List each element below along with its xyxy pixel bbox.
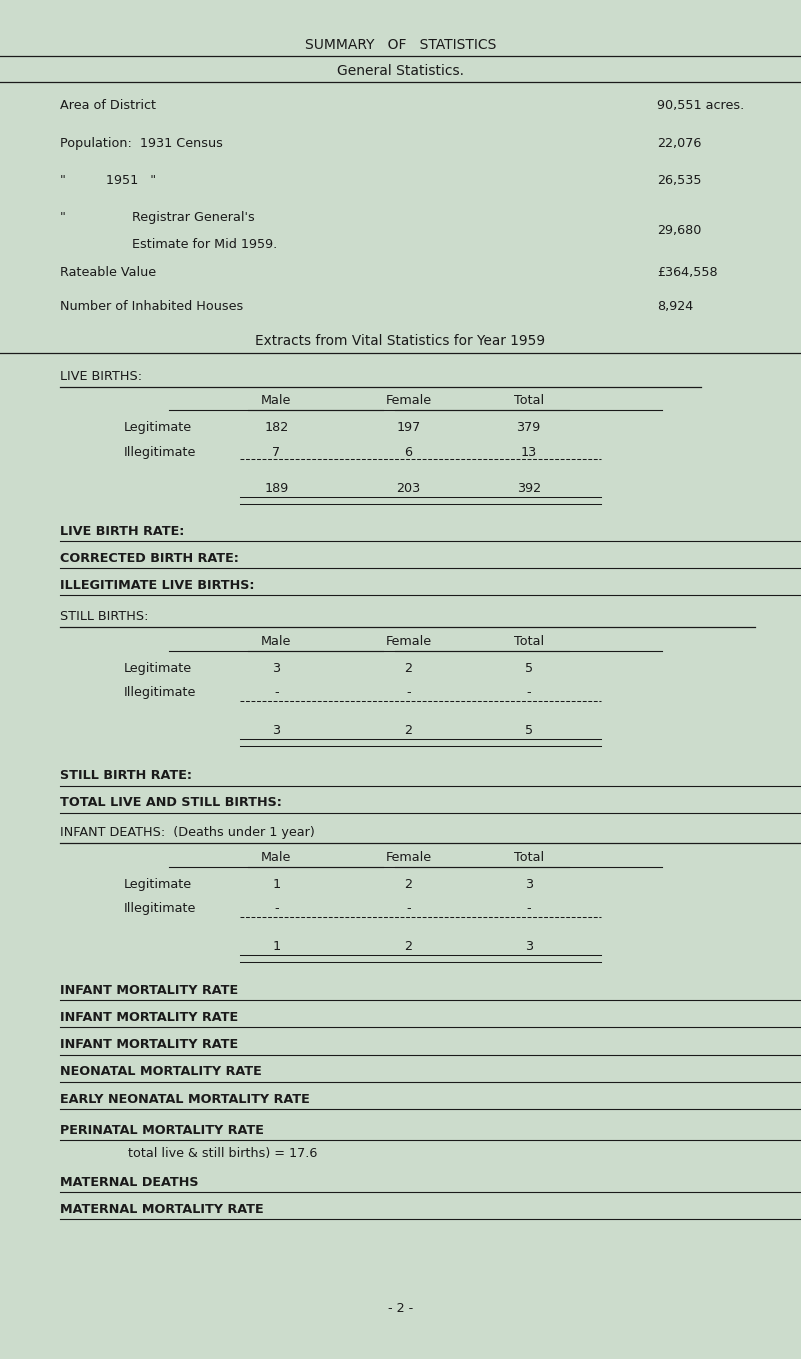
Text: 3: 3 <box>272 662 280 675</box>
Text: -: - <box>406 686 411 700</box>
Text: -: - <box>274 902 279 916</box>
Text: 5: 5 <box>525 662 533 675</box>
Text: 6: 6 <box>405 446 413 459</box>
Text: 182: 182 <box>264 421 288 435</box>
Text: 392: 392 <box>517 482 541 496</box>
Text: Rateable Value: Rateable Value <box>60 266 156 280</box>
Text: 5: 5 <box>525 724 533 738</box>
Text: Total: Total <box>513 851 544 864</box>
Text: 379: 379 <box>517 421 541 435</box>
Text: Legitimate: Legitimate <box>124 878 192 892</box>
Text: 3: 3 <box>272 724 280 738</box>
Text: STILL BIRTHS:: STILL BIRTHS: <box>60 610 148 624</box>
Text: 2: 2 <box>405 940 413 954</box>
Text: Male: Male <box>261 635 292 648</box>
Text: Female: Female <box>385 394 432 408</box>
Text: 203: 203 <box>396 482 421 496</box>
Text: 3: 3 <box>525 940 533 954</box>
Text: PERINATAL MORTALITY RATE: PERINATAL MORTALITY RATE <box>60 1124 264 1137</box>
Text: Legitimate: Legitimate <box>124 662 192 675</box>
Text: Legitimate: Legitimate <box>124 421 192 435</box>
Text: "          1951   ": " 1951 " <box>60 174 156 188</box>
Text: Female: Female <box>385 851 432 864</box>
Text: -: - <box>526 686 531 700</box>
Text: ": " <box>60 211 66 224</box>
Text: INFANT MORTALITY RATE: INFANT MORTALITY RATE <box>60 984 238 998</box>
Text: General Statistics.: General Statistics. <box>337 64 464 77</box>
Text: MATERNAL DEATHS: MATERNAL DEATHS <box>60 1176 199 1189</box>
Text: LIVE BIRTHS:: LIVE BIRTHS: <box>60 370 143 383</box>
Text: Illegitimate: Illegitimate <box>124 686 196 700</box>
Text: - 2 -: - 2 - <box>388 1302 413 1316</box>
Text: ILLEGITIMATE LIVE BIRTHS:: ILLEGITIMATE LIVE BIRTHS: <box>60 579 255 593</box>
Text: INFANT MORTALITY RATE: INFANT MORTALITY RATE <box>60 1038 238 1052</box>
Text: Area of District: Area of District <box>60 99 156 113</box>
Text: total live & still births) = 17.6: total live & still births) = 17.6 <box>60 1147 317 1161</box>
Text: 8,924: 8,924 <box>657 300 693 314</box>
Text: Extracts from Vital Statistics for Year 1959: Extracts from Vital Statistics for Year … <box>256 334 545 348</box>
Text: INFANT MORTALITY RATE: INFANT MORTALITY RATE <box>60 1011 238 1025</box>
Text: SUMMARY   OF   STATISTICS: SUMMARY OF STATISTICS <box>305 38 496 52</box>
Text: £364,558: £364,558 <box>657 266 718 280</box>
Text: -: - <box>526 902 531 916</box>
Text: EARLY NEONATAL MORTALITY RATE: EARLY NEONATAL MORTALITY RATE <box>60 1093 310 1106</box>
Text: 197: 197 <box>396 421 421 435</box>
Text: Male: Male <box>261 851 292 864</box>
Text: 22,076: 22,076 <box>657 137 701 151</box>
Text: Registrar General's: Registrar General's <box>132 211 255 224</box>
Text: Population:  1931 Census: Population: 1931 Census <box>60 137 223 151</box>
Text: NEONATAL MORTALITY RATE: NEONATAL MORTALITY RATE <box>60 1065 262 1079</box>
Text: -: - <box>274 686 279 700</box>
Text: 2: 2 <box>405 878 413 892</box>
Text: Total: Total <box>513 394 544 408</box>
Text: 90,551 acres.: 90,551 acres. <box>657 99 744 113</box>
Text: 189: 189 <box>264 482 288 496</box>
Text: 13: 13 <box>521 446 537 459</box>
Text: 2: 2 <box>405 662 413 675</box>
Text: 7: 7 <box>272 446 280 459</box>
Text: -: - <box>406 902 411 916</box>
Text: 2: 2 <box>405 724 413 738</box>
Text: 29,680: 29,680 <box>657 224 701 238</box>
Text: Illegitimate: Illegitimate <box>124 446 196 459</box>
Text: INFANT DEATHS:  (Deaths under 1 year): INFANT DEATHS: (Deaths under 1 year) <box>60 826 315 840</box>
Text: 1: 1 <box>272 940 280 954</box>
Text: 3: 3 <box>525 878 533 892</box>
Text: 1: 1 <box>272 878 280 892</box>
Text: 26,535: 26,535 <box>657 174 702 188</box>
Text: Estimate for Mid 1959.: Estimate for Mid 1959. <box>132 238 277 251</box>
Text: CORRECTED BIRTH RATE:: CORRECTED BIRTH RATE: <box>60 552 239 565</box>
Text: Total: Total <box>513 635 544 648</box>
Text: MATERNAL MORTALITY RATE: MATERNAL MORTALITY RATE <box>60 1203 264 1216</box>
Text: Male: Male <box>261 394 292 408</box>
Text: Number of Inhabited Houses: Number of Inhabited Houses <box>60 300 244 314</box>
Text: Female: Female <box>385 635 432 648</box>
Text: LIVE BIRTH RATE:: LIVE BIRTH RATE: <box>60 525 184 538</box>
Text: STILL BIRTH RATE:: STILL BIRTH RATE: <box>60 769 192 783</box>
Text: Illegitimate: Illegitimate <box>124 902 196 916</box>
Text: TOTAL LIVE AND STILL BIRTHS:: TOTAL LIVE AND STILL BIRTHS: <box>60 796 282 810</box>
